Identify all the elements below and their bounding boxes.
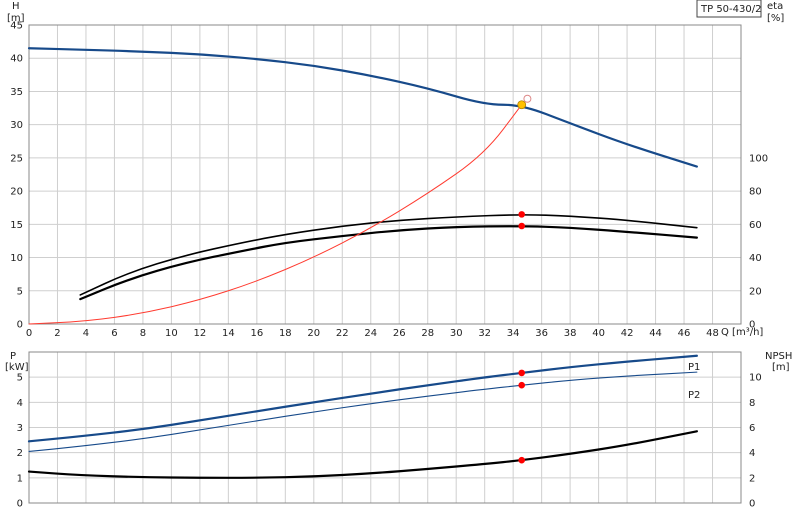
top-left-axis-label-1: H: [12, 1, 20, 12]
x-tick-label: 38: [564, 328, 577, 339]
x-tick-label: 4: [83, 328, 89, 339]
x-tick-label: 14: [222, 328, 235, 339]
operating-point: [518, 211, 526, 218]
top-axis-titles: H [m] eta [%] Q [m³/h]: [7, 1, 784, 338]
plot-frame: [28, 351, 742, 504]
x-tick-label: 42: [621, 328, 634, 339]
operating-point: [518, 369, 526, 377]
x-tick-label: 2: [54, 328, 60, 339]
y-left-tick-label: 1: [17, 473, 23, 484]
series-label-p1: P1: [688, 362, 700, 373]
series-line-power-p2: [28, 371, 698, 452]
operating-point: [518, 381, 526, 389]
series-line-power-p1: [27, 354, 698, 443]
x-tick-label: 40: [592, 328, 605, 339]
x-tick-label: 44: [649, 328, 662, 339]
x-tick-label: 34: [507, 328, 520, 339]
y-left-tick-label: 0: [17, 499, 23, 510]
y-right-tick-label: 20: [749, 286, 762, 297]
x-tick-label: 24: [364, 328, 377, 339]
y-right-tick-label: 0: [749, 499, 755, 510]
system-intersection-point: [517, 100, 527, 110]
bottom-axis-titles: P [kW] NPSH [m] P1 P2: [5, 351, 792, 401]
bottom-right-axis-label-2: [m]: [772, 362, 790, 373]
y-right-tick-label: 8: [749, 398, 755, 409]
operating-point: [518, 222, 526, 230]
y-right-tick-label: 6: [749, 423, 755, 434]
x-tick-label: 16: [250, 328, 263, 339]
operating-point: [518, 456, 526, 464]
top-right-axis-label-2: [%]: [767, 13, 784, 24]
y-right-tick-label: 80: [749, 187, 762, 198]
y-left-tick-label: 3: [17, 423, 23, 434]
series-line-efficiency: [79, 225, 698, 301]
y-left-tick-label: 2: [17, 448, 23, 459]
y-left-tick-label: 0: [17, 320, 23, 331]
y-left-tick-label: 35: [10, 87, 23, 98]
y-left-tick-label: 4: [17, 398, 23, 409]
y-left-tick-label: 25: [10, 153, 23, 164]
y-left-tick-label: 30: [10, 120, 23, 131]
y-right-tick-label: 100: [749, 153, 768, 164]
plot-frame: [28, 24, 742, 325]
y-right-tick-label: 0: [749, 320, 755, 331]
bottom-left-axis-label-1: P: [10, 351, 16, 362]
x-tick-label: 28: [421, 328, 434, 339]
bottom-left-axis-label-2: [kW]: [5, 362, 29, 373]
y-left-tick-label: 40: [10, 54, 23, 65]
x-tick-label: 46: [678, 328, 691, 339]
x-tick-label: 6: [111, 328, 117, 339]
chart-title: TP 50-430/2: [700, 4, 761, 15]
series-line-head: [27, 47, 698, 168]
y-right-tick-label: 60: [749, 220, 762, 231]
series-line-efficiency_upper: [79, 214, 698, 296]
x-tick-label: 18: [279, 328, 292, 339]
x-tick-label: 10: [165, 328, 178, 339]
x-tick-label: 32: [478, 328, 491, 339]
x-tick-label: 12: [194, 328, 207, 339]
bottom-marks: [27, 354, 698, 479]
top-right-axis-label-1: eta: [767, 1, 783, 12]
x-tick-label: 48: [706, 328, 719, 339]
series-label-p2: P2: [688, 390, 700, 401]
top-left-axis-label-2: [m]: [7, 13, 25, 24]
title-box: [696, 0, 762, 18]
x-axis-label: Q [m³/h]: [721, 327, 763, 338]
duty-point-marker: [523, 94, 532, 103]
series-line-system: [28, 104, 523, 325]
x-tick-label: 20: [307, 328, 320, 339]
y-left-tick-label: 10: [10, 253, 23, 264]
bottom-right-axis-label-1: NPSH: [765, 351, 792, 362]
y-right-tick-label: 10: [749, 373, 762, 384]
legend-box: TP 50-430/2: [696, 0, 762, 18]
x-tick-label: 30: [450, 328, 463, 339]
y-left-tick-label: 45: [10, 21, 23, 32]
x-tick-label: 26: [393, 328, 406, 339]
y-left-tick-label: 5: [17, 286, 23, 297]
y-right-tick-label: 2: [749, 473, 755, 484]
x-tick-label: 22: [336, 328, 349, 339]
y-left-tick-label: 20: [10, 187, 23, 198]
x-tick-label: 0: [26, 328, 32, 339]
series-line-npsh: [27, 430, 698, 479]
y-right-tick-label: 40: [749, 253, 762, 264]
y-right-tick-label: 4: [749, 448, 755, 459]
y-left-tick-label: 15: [10, 220, 23, 231]
y-left-tick-label: 5: [17, 373, 23, 384]
bottom-grid: 0 1 2 3 4 5 0 2 4 6 8 10: [17, 351, 762, 510]
x-tick-label: 8: [140, 328, 146, 339]
x-tick-label: 36: [535, 328, 548, 339]
top-marks: [27, 47, 698, 325]
